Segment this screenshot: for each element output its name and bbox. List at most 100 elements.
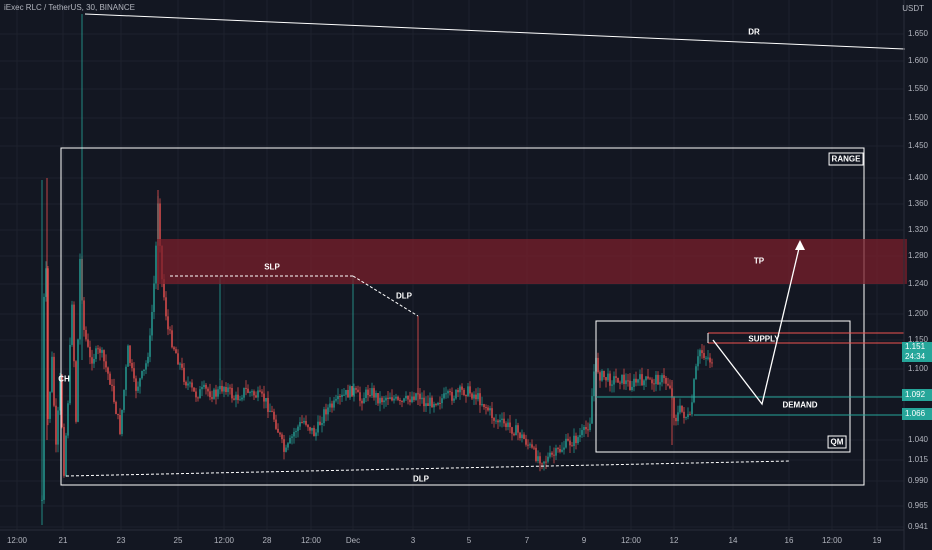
candle-body [675,417,677,422]
candle-body [203,384,205,388]
candle-body [217,389,219,397]
candle-body [197,397,199,399]
candle-body [235,394,237,400]
candle-body [251,391,253,393]
price-axis-label: 1.150 [907,335,928,344]
candle-body [293,432,295,437]
candle-body [67,403,69,436]
candle-body [189,382,191,384]
tp-zone[interactable] [157,239,907,284]
candle-body [651,379,653,384]
candle-body [59,376,61,411]
candle-body [465,394,467,397]
candle-body [265,398,267,402]
candle-body [57,410,59,445]
candle-body [367,389,369,396]
candle-body [539,456,541,464]
candle-body [493,418,495,421]
price-axis-label: 1.600 [907,56,928,65]
bar-countdown: 24:34 [905,352,926,361]
candle-body [397,396,399,400]
candle-body [103,350,105,362]
candle-body [167,316,169,330]
candle-body [413,396,415,400]
qm-box[interactable] [595,320,851,453]
candle-body [685,417,687,419]
candle-body [355,388,357,390]
candle-body [97,348,99,350]
candle-body [383,400,385,403]
candle-body [229,387,231,389]
candle-body [49,391,51,419]
candle-body [501,418,503,421]
chart-drawings [0,0,907,550]
projection-arrowhead-icon [795,240,805,250]
candle-body [471,393,473,399]
candle-body [529,444,531,446]
candle-body [565,438,567,448]
candle-body [453,398,455,401]
range-box[interactable] [60,147,865,486]
candle-body [697,356,699,367]
candle-body [415,393,417,400]
demand-label: DEMAND [782,400,818,410]
candle-body [373,388,375,398]
candle-body [141,370,143,379]
candle-body [699,350,701,357]
candle-body [435,403,437,405]
candle-body [533,447,535,449]
candle-body [583,427,585,431]
candle-body [589,423,591,431]
candle-body [657,374,659,385]
candle-body [43,296,45,500]
candle-body [395,396,397,399]
candle-body [267,398,269,412]
candle-body [619,382,621,384]
candle-body [83,300,85,330]
candle-body [505,423,507,427]
candle-body [527,444,529,446]
candle-body [257,390,259,398]
candle-body [537,456,539,462]
candle-body [241,397,243,400]
candle-body [53,356,55,406]
candle-body [153,283,155,312]
candle-body [55,405,57,445]
price-axis-label: 1.320 [907,225,928,234]
candle-body [605,377,607,381]
candle-body [639,374,641,380]
candle-body [477,393,479,400]
candle-body [175,349,177,354]
candle-body [443,393,445,399]
candle-body [285,447,287,452]
candle-body [361,400,363,404]
time-axis-label: 7 [524,536,530,545]
candle-body [305,420,307,425]
dr-trendline[interactable] [84,13,906,50]
time-axis-label: 9 [581,536,587,545]
candle-body [131,362,133,369]
candle-body [641,374,643,386]
candle-body [663,375,665,378]
dlp-lower-line[interactable] [65,460,791,477]
candle-body [665,377,667,384]
candle-body [677,412,679,422]
candle-body [425,403,427,407]
candle-body [335,399,337,401]
candle-body [107,367,109,374]
projection-path[interactable] [712,243,801,406]
symbol-header[interactable]: iExec RLC / TetherUS, 30, BINANCE [4,3,136,12]
candle-body [95,348,97,359]
price-axis-label: 1.450 [907,141,928,150]
candle-body [223,387,225,392]
dlp-upper-line[interactable] [352,275,419,317]
candle-body [411,396,413,403]
candle-body [439,402,441,404]
candle-body [301,422,303,424]
candle-body [263,393,265,402]
price-axis-label: 1.400 [907,173,928,182]
candle-body [297,426,299,432]
time-axis-label: 12:00 [821,536,843,545]
candle-body [315,432,317,437]
